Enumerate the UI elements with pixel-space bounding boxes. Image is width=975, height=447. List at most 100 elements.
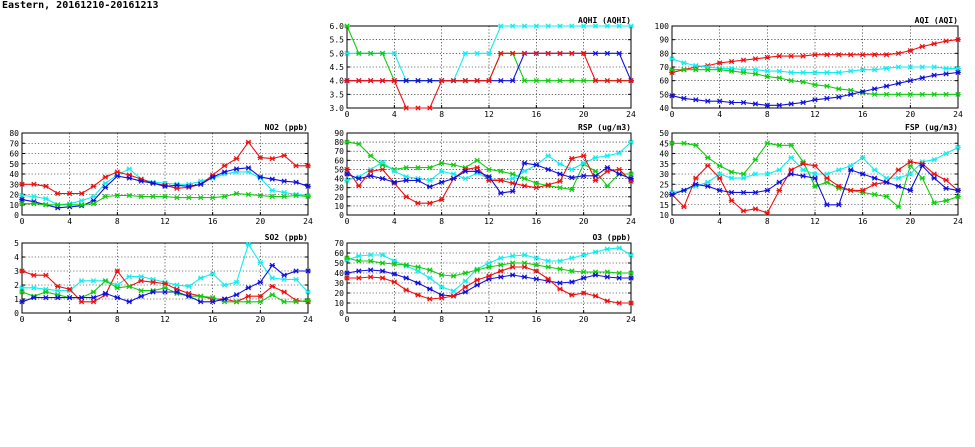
data-point	[186, 194, 192, 201]
data-point	[812, 163, 818, 169]
data-point	[569, 23, 575, 29]
y-tick-label: 25	[659, 180, 669, 189]
data-point	[245, 191, 252, 198]
data-point	[943, 38, 949, 44]
data-point	[557, 286, 563, 292]
data-point	[509, 253, 516, 259]
data-point	[895, 64, 902, 70]
data-point	[54, 202, 61, 208]
data-point	[859, 67, 866, 73]
data-point	[545, 166, 551, 173]
data-point	[450, 273, 457, 279]
data-point	[871, 175, 878, 181]
x-tick-label: 20	[256, 217, 266, 226]
data-point	[545, 264, 551, 270]
data-point	[521, 78, 528, 84]
data-point	[344, 166, 350, 173]
data-point	[919, 91, 926, 97]
data-point	[907, 64, 914, 70]
data-point	[102, 290, 109, 297]
y-tick-label: 1	[14, 295, 19, 304]
data-point	[486, 166, 492, 173]
x-tick-label: 8	[765, 217, 770, 226]
data-point	[521, 264, 528, 270]
data-point	[628, 252, 634, 258]
data-point	[943, 71, 949, 77]
data-point	[90, 201, 97, 207]
y-tick-label: 70	[9, 139, 19, 148]
data-point	[138, 293, 144, 299]
x-tick-label: 20	[906, 110, 916, 119]
data-point	[824, 95, 830, 102]
data-point	[162, 285, 168, 291]
data-point	[836, 94, 842, 100]
data-point	[859, 171, 866, 177]
data-point	[427, 177, 433, 184]
data-point	[557, 161, 563, 167]
data-point	[521, 50, 528, 56]
data-point	[102, 174, 109, 180]
data-point	[209, 294, 216, 301]
data-point	[257, 259, 264, 266]
data-point	[509, 260, 516, 266]
data-point	[344, 275, 350, 281]
data-point	[509, 23, 516, 29]
data-point	[379, 166, 386, 173]
data-point	[681, 95, 687, 102]
y-tick-label: 6.0	[330, 22, 345, 31]
data-point	[836, 69, 842, 76]
x-tick-label: 24	[303, 217, 313, 226]
data-point	[486, 260, 492, 266]
data-point	[943, 177, 949, 183]
y-tick-label: 20	[334, 289, 344, 298]
data-point	[681, 140, 687, 146]
data-point	[379, 78, 386, 84]
data-point	[509, 175, 516, 182]
data-point	[450, 171, 457, 177]
data-point	[931, 91, 937, 97]
data-point	[66, 190, 73, 197]
data-point	[43, 202, 49, 208]
data-point	[693, 67, 699, 73]
data-point	[19, 289, 25, 295]
data-point	[764, 68, 771, 74]
data-point	[509, 264, 516, 270]
y-tick-label: 20	[9, 191, 19, 200]
data-point	[197, 275, 204, 281]
data-point	[174, 289, 180, 295]
x-tick-label: 12	[160, 315, 170, 324]
data-point	[269, 292, 276, 298]
y-tick-label: 4.0	[330, 77, 345, 86]
x-tick-label: 16	[208, 217, 218, 226]
data-point	[604, 183, 611, 189]
x-tick-label: 0	[345, 217, 350, 226]
x-tick-label: 16	[208, 315, 218, 324]
data-point	[150, 193, 156, 200]
data-point	[356, 258, 362, 264]
data-point	[919, 43, 926, 50]
x-tick-label: 0	[345, 315, 350, 324]
data-point	[943, 150, 949, 157]
aqi-chart: 40 50 60 70 80 90 100 0 4 8 12 16 20 24 AQI (AQI)	[655, 16, 963, 119]
y-tick-label: 0	[14, 309, 19, 318]
data-point	[221, 163, 228, 169]
data-point	[604, 298, 611, 304]
aqi-chart-title: AQI (AQI)	[915, 16, 958, 25]
o3-series-red	[344, 264, 634, 306]
data-point	[403, 105, 409, 111]
y-tick-label: 70	[659, 63, 669, 72]
data-point	[533, 185, 540, 191]
data-point	[859, 88, 866, 95]
data-point	[883, 175, 890, 181]
data-point	[847, 52, 854, 58]
aqi-series-green	[669, 67, 961, 97]
data-point	[752, 189, 759, 196]
so2-series-red	[19, 268, 311, 305]
data-point	[509, 272, 516, 278]
data-point	[344, 78, 350, 84]
data-point	[293, 192, 299, 199]
data-point	[197, 299, 204, 305]
data-point	[569, 166, 575, 173]
data-point	[557, 23, 563, 29]
